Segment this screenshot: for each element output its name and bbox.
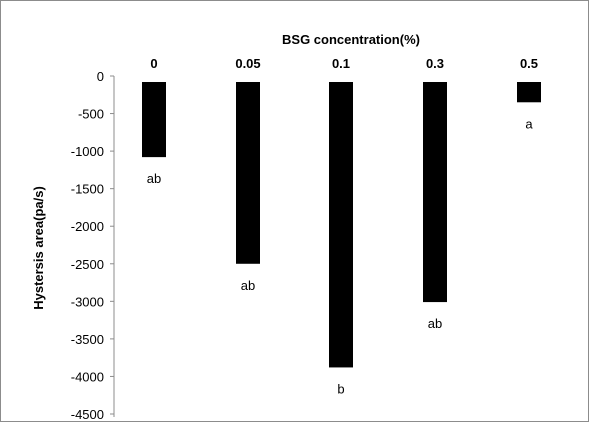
bar-0.5 — [517, 82, 541, 103]
y-tick-label: -3000 — [71, 294, 104, 309]
category-label: 0.1 — [332, 56, 350, 71]
bar-0.1 — [329, 82, 353, 368]
category-label: 0 — [150, 56, 157, 71]
bar-0 — [142, 82, 166, 158]
category-labels: 0 0.05 0.1 0.3 0.5 — [150, 56, 538, 71]
y-tick-label: -4000 — [71, 369, 104, 384]
y-tick-label: -2000 — [71, 219, 104, 234]
y-tick-label: -1000 — [71, 144, 104, 159]
y-tick-label: -1500 — [71, 182, 104, 197]
y-tick-label: -2500 — [71, 257, 104, 272]
category-label: 0.3 — [426, 56, 444, 71]
significance-label: a — [525, 116, 533, 131]
significance-label: b — [337, 381, 344, 396]
y-tick-label: 0 — [97, 69, 104, 84]
y-axis-label: Hystersis area(pa/s) — [31, 186, 46, 310]
y-axis-ticks: 0 -500 -1000 -1500 -2000 -2500 -3000 -3500 -4000… — [71, 69, 114, 422]
annotations: ab ab b ab a — [147, 116, 534, 396]
significance-label: ab — [428, 316, 442, 331]
significance-label: ab — [147, 171, 161, 186]
chart-title: BSG concentration(%) — [282, 32, 420, 47]
bar-0.05 — [236, 82, 260, 264]
bars — [142, 82, 541, 368]
y-tick-label: -3500 — [71, 332, 104, 347]
category-label: 0.05 — [235, 56, 260, 71]
bar-0.3 — [423, 82, 447, 303]
y-tick-label: -500 — [78, 107, 104, 122]
significance-label: ab — [241, 278, 255, 293]
y-tick-label: -4500 — [71, 407, 104, 422]
category-label: 0.5 — [520, 56, 538, 71]
